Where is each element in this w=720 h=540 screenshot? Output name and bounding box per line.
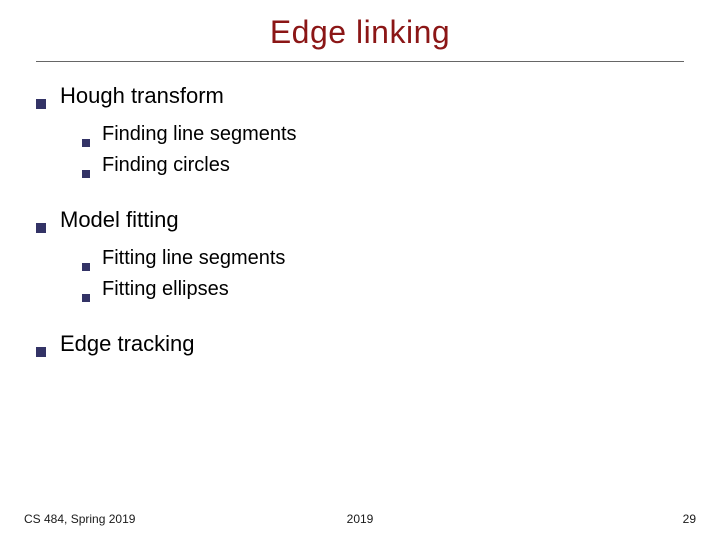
slide-body: Hough transform Finding line segments Fi…: [36, 80, 684, 360]
bullet-icon: [36, 347, 46, 357]
list-subitem: Finding circles: [82, 151, 684, 180]
bullet-icon: [36, 99, 46, 109]
list-item-label: Edge tracking: [60, 328, 195, 360]
list-item: Model fitting: [36, 204, 684, 236]
list-item-label: Model fitting: [60, 204, 179, 236]
footer-center: 2019: [347, 512, 374, 526]
bullet-icon: [82, 294, 90, 302]
list-subitem-label: Fitting line segments: [102, 244, 285, 273]
list-item-label: Hough transform: [60, 80, 224, 112]
list-subitem: Fitting ellipses: [82, 275, 684, 304]
footer-page-number: 29: [683, 512, 696, 526]
bullet-icon: [36, 223, 46, 233]
slide: Edge linking Hough transform Finding lin…: [0, 0, 720, 540]
list-item: Hough transform: [36, 80, 684, 112]
bullet-icon: [82, 139, 90, 147]
list-item: Edge tracking: [36, 328, 684, 360]
slide-title: Edge linking: [36, 14, 684, 51]
list-subitem: Fitting line segments: [82, 244, 684, 273]
list-subitem-label: Finding line segments: [102, 120, 297, 149]
slide-footer: CS 484, Spring 2019 2019 29: [0, 512, 720, 526]
list-subitem: Finding line segments: [82, 120, 684, 149]
footer-left: CS 484, Spring 2019: [24, 512, 135, 526]
title-rule: [36, 61, 684, 62]
list-subitem-label: Fitting ellipses: [102, 275, 229, 304]
bullet-icon: [82, 170, 90, 178]
bullet-icon: [82, 263, 90, 271]
list-subitem-label: Finding circles: [102, 151, 230, 180]
